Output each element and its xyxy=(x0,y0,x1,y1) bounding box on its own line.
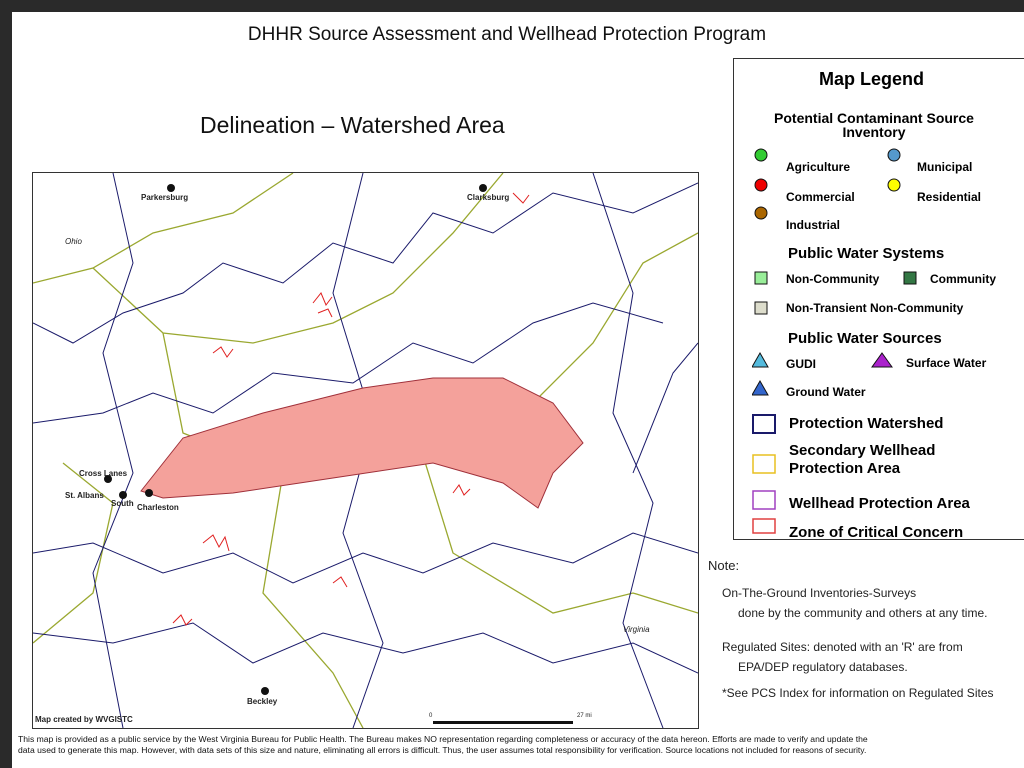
legend-item: Non-Community xyxy=(786,272,880,286)
legend-item: Ground Water xyxy=(786,385,866,399)
legend-heading: Public Water Systems xyxy=(788,245,945,262)
disclaimer: data used to generate this map. However,… xyxy=(18,745,867,755)
legend-icons xyxy=(754,271,917,315)
place-label: Virginia xyxy=(623,625,650,634)
page: DHHR Source Assessment and Wellhead Prot… xyxy=(12,12,1024,768)
legend: Map Legend Potential Contaminant Source … xyxy=(733,58,1024,541)
legend-icons xyxy=(752,414,776,534)
legend-area: Zone of Critical Concern xyxy=(789,524,964,541)
note-line: *See PCS Index for information on Regula… xyxy=(722,686,994,700)
place-label: St. Albans xyxy=(65,491,104,500)
place-label: Beckley xyxy=(247,697,278,706)
legend-icons xyxy=(752,351,893,396)
legend-heading: Potential Contaminant Source Inventory xyxy=(774,110,974,140)
legend-item: Residential xyxy=(917,190,982,204)
note-line: Regulated Sites: denoted with an 'R' are… xyxy=(722,640,963,654)
legend-item: Surface Water xyxy=(906,356,987,370)
note-line: done by the community and others at any … xyxy=(738,606,988,620)
legend-item: Agriculture xyxy=(786,160,851,174)
legend-area: Wellhead Protection Area xyxy=(789,495,970,512)
scale-label: 0 xyxy=(429,713,433,719)
place-label: South xyxy=(111,499,134,508)
map: Parkersburg Clarksburg Ohio Cross Lanes … xyxy=(32,172,699,729)
legend-item: Municipal xyxy=(917,160,973,174)
subtitle: Delineation – Watershed Area xyxy=(200,112,505,138)
place-label: Charleston xyxy=(137,503,179,512)
legend-area: Protection Watershed xyxy=(789,415,944,432)
place-label: Parkersburg xyxy=(141,193,189,202)
legend-item: GUDI xyxy=(786,357,816,371)
map-credit: Map created by WVGISTC xyxy=(35,715,133,724)
legend-icons xyxy=(754,148,768,220)
legend-item: Non-Transient Non-Community xyxy=(786,301,964,315)
map-drawing xyxy=(33,173,698,728)
legend-item: Commercial xyxy=(786,190,855,204)
legend-item: Community xyxy=(930,272,996,286)
note-label: Note: xyxy=(708,558,740,573)
title: DHHR Source Assessment and Wellhead Prot… xyxy=(247,24,767,45)
place-label: Cross Lanes xyxy=(79,469,128,478)
disclaimer: This map is provided as a public service… xyxy=(18,734,868,744)
legend-icons xyxy=(887,148,901,192)
note-line: EPA/DEP regulatory databases. xyxy=(738,660,908,674)
legend-title: Map Legend xyxy=(819,69,925,89)
legend-area: Secondary Wellhead Protection Area xyxy=(789,442,936,477)
legend-item: Industrial xyxy=(786,218,841,232)
note-line: On-The-Ground Inventories-Surveys xyxy=(722,586,917,600)
legend-heading: Public Water Sources xyxy=(788,330,942,347)
place-label: Clarksburg xyxy=(467,193,510,202)
scale-label: 27 mi xyxy=(577,713,592,719)
place-label: Ohio xyxy=(65,237,82,246)
